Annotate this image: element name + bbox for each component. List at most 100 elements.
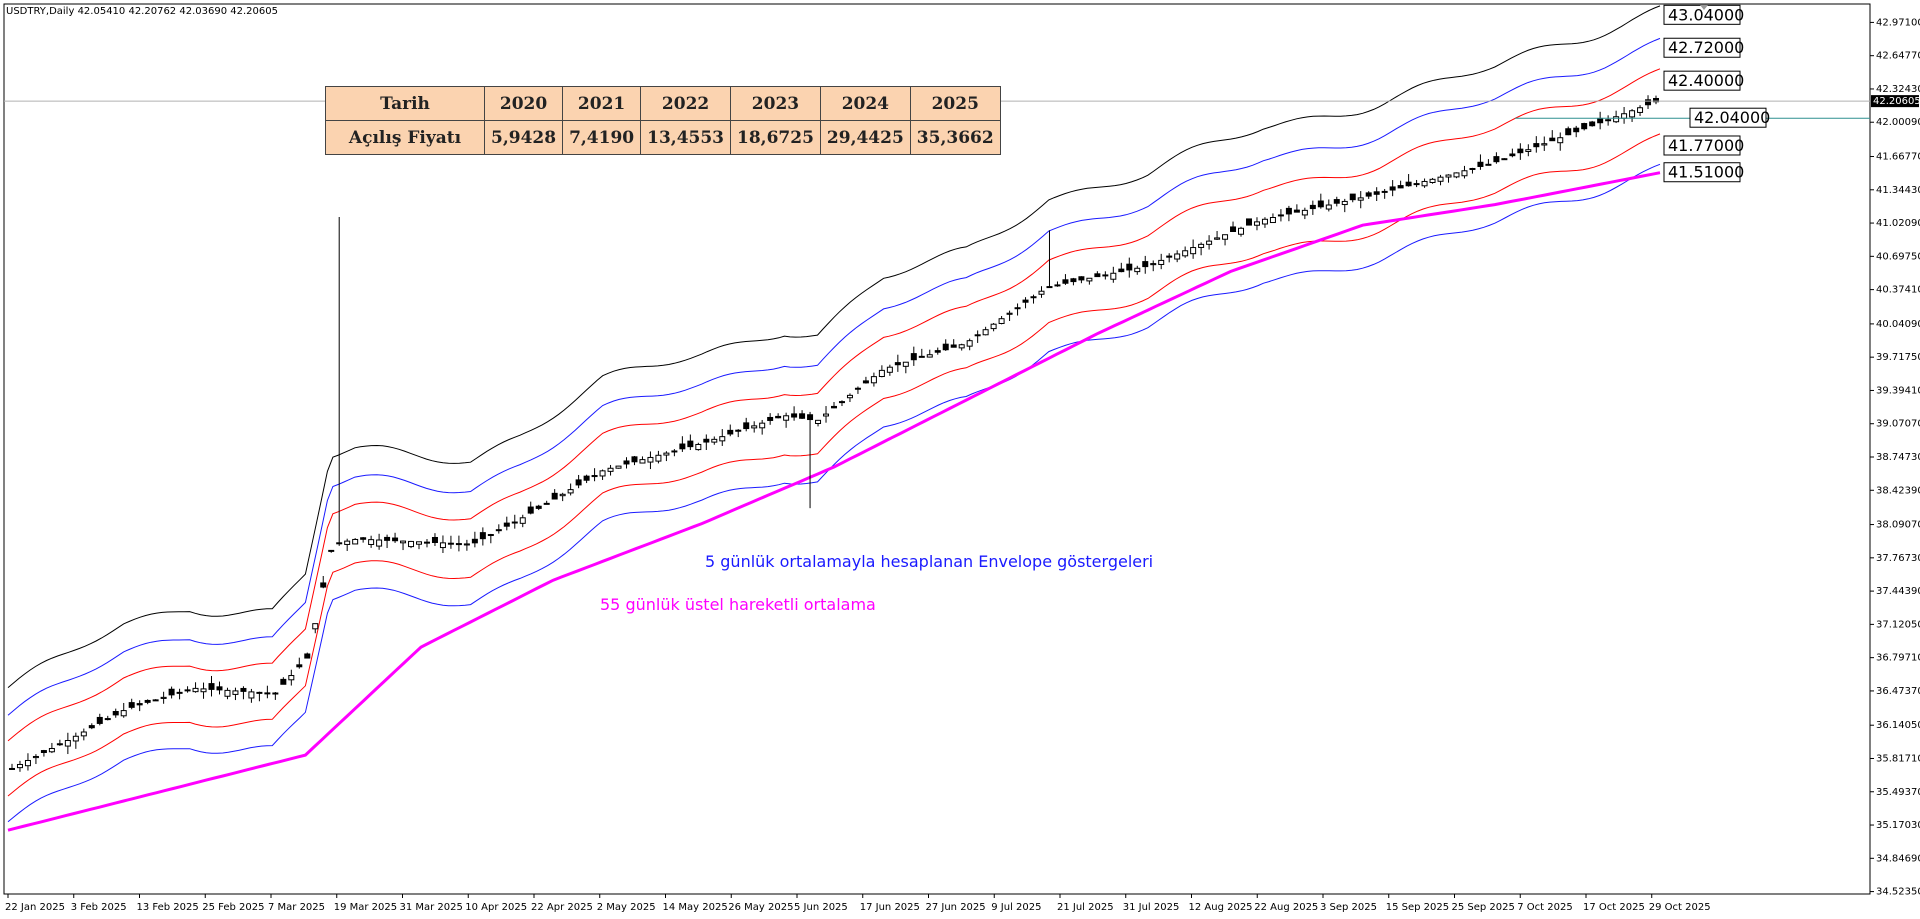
candle-body xyxy=(1637,107,1644,113)
x-tick-label: 12 Aug 2025 xyxy=(1188,902,1252,913)
candle-body xyxy=(679,443,686,450)
candle-body xyxy=(360,537,367,540)
candle-body xyxy=(1142,261,1149,268)
envelope-note: 5 günlük ortalamayla hesaplanan Envelope… xyxy=(705,552,1153,571)
table-year: 2022 xyxy=(640,86,732,121)
x-tick-label: 9 Jul 2025 xyxy=(991,902,1041,913)
candle-body xyxy=(990,323,997,330)
candle-body xyxy=(639,459,646,464)
envelope-level-label: 43.04000 xyxy=(1668,5,1744,24)
candle-body xyxy=(767,416,774,421)
candle-body xyxy=(1549,137,1556,142)
x-tick-label: 25 Feb 2025 xyxy=(202,902,264,913)
candle-body xyxy=(647,456,654,463)
candle-body xyxy=(854,387,861,390)
candle-body xyxy=(400,540,407,544)
candle-body xyxy=(288,675,295,681)
x-tick-label: 31 Mar 2025 xyxy=(399,902,462,913)
candle-body xyxy=(1629,110,1636,118)
candle-body xyxy=(1190,247,1197,255)
candle-body xyxy=(408,540,415,548)
candle-body xyxy=(112,711,119,716)
candle-body xyxy=(1597,117,1604,124)
table-value: 5,9428 xyxy=(483,120,564,155)
candle-body xyxy=(663,452,670,456)
scroll-marker-icon[interactable] xyxy=(1700,5,1708,10)
x-tick-label: 19 Mar 2025 xyxy=(334,902,397,913)
y-tick-label: 42.32430 xyxy=(1876,84,1920,95)
table-value: 7,4190 xyxy=(562,120,642,155)
table-value: 13,4553 xyxy=(640,120,732,155)
candle-body xyxy=(950,344,957,348)
candle-body xyxy=(966,340,973,347)
candle-body xyxy=(392,537,399,542)
candle-body xyxy=(423,541,430,544)
candle-body xyxy=(144,699,151,703)
table-year: 2023 xyxy=(730,86,821,121)
candle-body xyxy=(1437,176,1444,182)
candle-body xyxy=(1285,207,1292,215)
x-tick-label: 5 Jun 2025 xyxy=(794,902,848,913)
candle-body xyxy=(846,394,853,399)
plot-frame xyxy=(3,3,1871,895)
envelope-lower-inner xyxy=(7,133,1661,797)
table-year: 2025 xyxy=(909,86,1001,121)
table-row-values: Açılış Fiyatı 5,9428 7,4190 13,4553 18,6… xyxy=(325,120,1001,155)
candle-body xyxy=(240,687,247,692)
x-tick-label: 15 Sep 2025 xyxy=(1386,902,1449,913)
candle-body xyxy=(72,735,79,742)
candle-body xyxy=(1613,116,1620,123)
candle-body xyxy=(1397,185,1404,189)
candle-body xyxy=(775,415,782,419)
candle-body xyxy=(232,690,239,695)
envelope-level-box xyxy=(1663,135,1741,156)
candle-body xyxy=(479,532,486,540)
candle-body xyxy=(264,692,271,695)
candle-body xyxy=(1621,113,1628,119)
x-tick-label: 29 Oct 2025 xyxy=(1649,902,1711,913)
y-tick-label: 38.74730 xyxy=(1876,452,1920,463)
y-tick-label: 36.79710 xyxy=(1876,653,1920,664)
x-tick-label: 7 Mar 2025 xyxy=(268,902,325,913)
candle-body xyxy=(1341,200,1348,206)
candle-body xyxy=(1102,274,1109,277)
candle-body xyxy=(312,623,319,630)
candle-body xyxy=(56,743,63,746)
y-tick-label: 41.02090 xyxy=(1876,218,1920,229)
candle-body xyxy=(695,443,702,451)
candle-body xyxy=(376,539,383,547)
candle-body xyxy=(1421,180,1428,187)
candle-body xyxy=(1022,299,1029,303)
candle-body xyxy=(1222,234,1229,240)
candle-body xyxy=(1269,217,1276,224)
candle-body xyxy=(1573,127,1580,133)
candle-body xyxy=(1046,286,1053,289)
candle-body xyxy=(280,678,287,685)
candle-body xyxy=(926,354,933,358)
candle-body xyxy=(735,429,742,432)
candle-body xyxy=(368,539,375,545)
candle-body xyxy=(344,540,351,545)
candle-body xyxy=(128,702,135,708)
x-tick-label: 10 Apr 2025 xyxy=(465,902,527,913)
x-tick-label: 17 Oct 2025 xyxy=(1583,902,1645,913)
candle-body xyxy=(1541,143,1548,146)
candle-body xyxy=(192,687,199,693)
candle-body xyxy=(495,529,502,532)
envelope-upper-outer xyxy=(7,5,1661,688)
candle-body xyxy=(216,686,223,691)
candle-body xyxy=(176,691,183,694)
y-tick-label: 36.47370 xyxy=(1876,686,1920,697)
candle-body xyxy=(878,369,885,378)
candle-body xyxy=(815,419,822,424)
candle-body xyxy=(80,731,87,737)
candle-body xyxy=(631,456,638,463)
candle-body xyxy=(1493,156,1500,163)
candle-body xyxy=(352,538,359,545)
candle-body xyxy=(1182,250,1189,257)
table-row-years: Tarih 2020 2021 2022 2023 2024 2025 xyxy=(325,86,1001,121)
candle-body xyxy=(671,450,678,453)
candle-body xyxy=(1413,183,1420,186)
candle-body xyxy=(807,414,814,421)
